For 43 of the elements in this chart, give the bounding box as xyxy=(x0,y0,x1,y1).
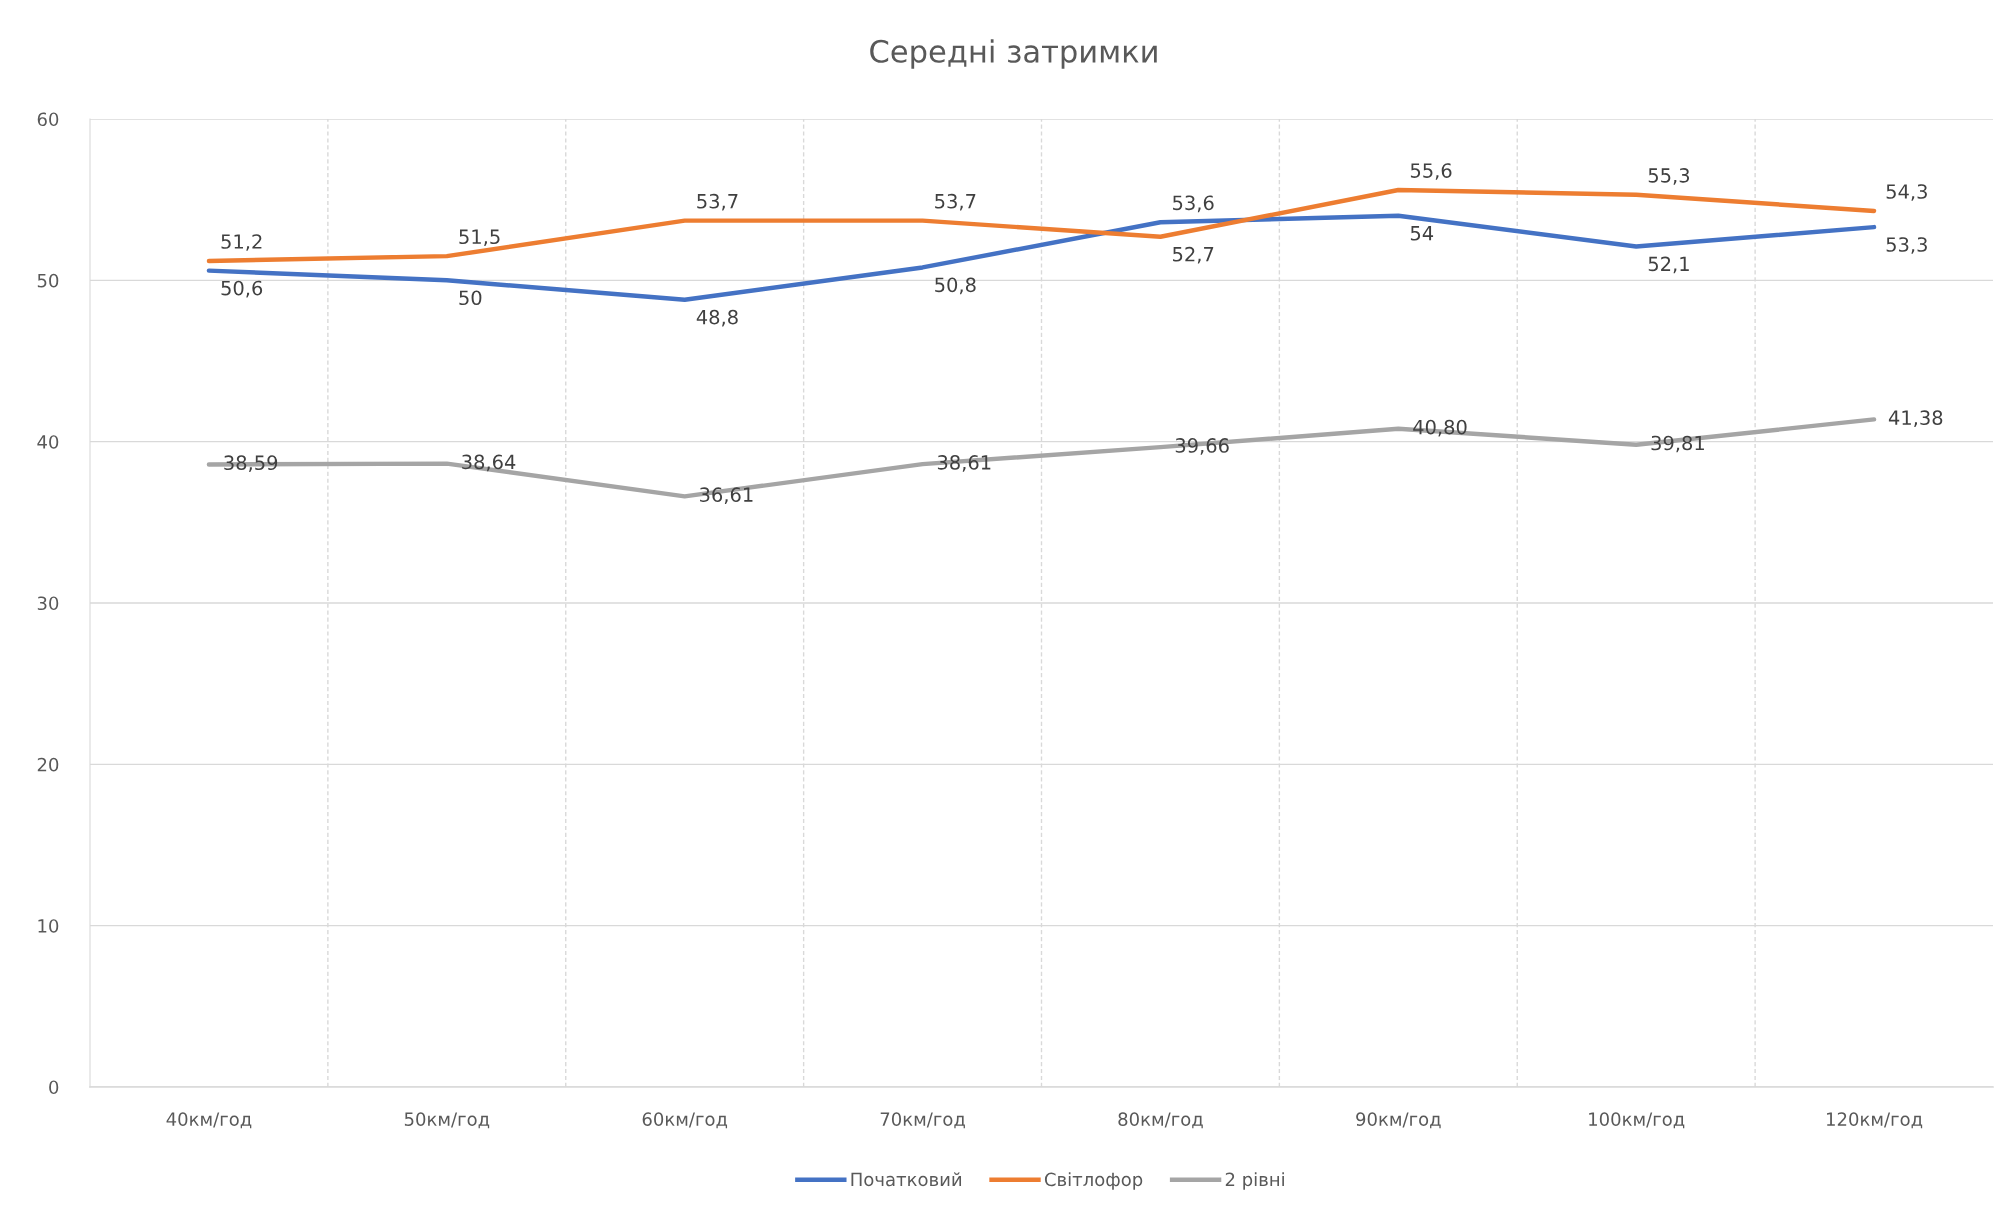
x-tick-label: 100км/год xyxy=(1589,1112,1685,1129)
data-label: 51,5 xyxy=(459,229,500,247)
data-label: 36,61 xyxy=(700,487,753,504)
y-tick-label: 0 xyxy=(49,1080,59,1095)
data-label: 50,8 xyxy=(935,277,976,295)
data-label: 38,61 xyxy=(937,455,991,472)
x-tick-label: 80км/год xyxy=(1118,1112,1203,1129)
data-label: 53,3 xyxy=(1886,237,1927,254)
legend-label: 2 рівні xyxy=(1225,1172,1284,1190)
y-tick-label: 20 xyxy=(37,757,59,772)
x-tick-label: 120км/год xyxy=(1827,1112,1923,1129)
x-tick-label: 40км/год xyxy=(166,1112,252,1129)
data-label: 54,3 xyxy=(1886,184,1927,201)
y-tick-label: 40 xyxy=(37,435,59,449)
data-label: 39,81 xyxy=(1651,435,1704,453)
data-label: 48,8 xyxy=(696,309,738,327)
data-label: 40,80 xyxy=(1413,419,1467,437)
data-label: 53,6 xyxy=(1173,195,1214,213)
data-label: 38,64 xyxy=(462,454,516,472)
data-label: 41,38 xyxy=(1888,410,1943,428)
x-tick-label: 60км/год xyxy=(642,1112,728,1129)
x-tick-label: 90км/год xyxy=(1356,1112,1441,1129)
data-label: 55,6 xyxy=(1410,163,1452,180)
data-label: 38,59 xyxy=(224,455,278,473)
y-tick-label: 60 xyxy=(37,112,59,127)
x-tick-label: 50км/год xyxy=(404,1112,490,1129)
data-label: 39,66 xyxy=(1175,438,1229,455)
data-label: 52,1 xyxy=(1648,256,1689,274)
data-label: 50 xyxy=(459,290,482,306)
chart-title: Середні затримки xyxy=(870,39,1157,69)
legend-label: Світлофор xyxy=(1044,1172,1143,1190)
data-label: 53,7 xyxy=(935,193,976,211)
y-tick-label: 10 xyxy=(38,919,59,933)
data-label: 55,3 xyxy=(1648,168,1690,185)
data-label: 52,7 xyxy=(1173,246,1214,264)
data-label: 50,6 xyxy=(221,280,263,298)
data-label: 54 xyxy=(1410,226,1434,241)
y-tick-label: 30 xyxy=(37,596,59,611)
data-label: 53,7 xyxy=(697,193,738,211)
y-tick-label: 50 xyxy=(37,273,59,288)
data-label: 51,2 xyxy=(221,234,262,251)
x-tick-label: 70км/год xyxy=(880,1112,965,1129)
legend-label: Початковий xyxy=(851,1172,962,1187)
